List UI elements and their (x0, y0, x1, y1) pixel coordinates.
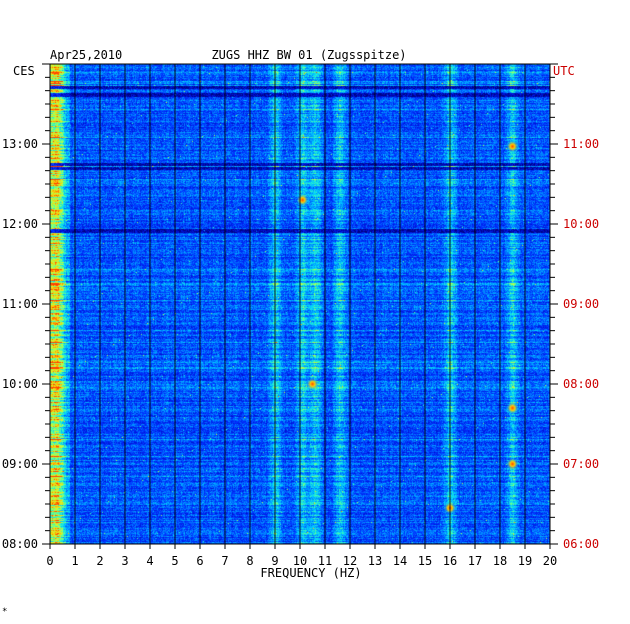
local-zone-label: CES (13, 64, 35, 78)
y-tick-label-local: 09:00 (2, 457, 38, 471)
y-tick-label-utc: 09:00 (563, 297, 599, 311)
x-tick-label: 1 (71, 554, 78, 568)
y-tick-label-utc: 10:00 (563, 217, 599, 231)
y-tick-label-utc: 06:00 (563, 537, 599, 551)
x-tick-label: 6 (196, 554, 203, 568)
x-tick-label: 12 (343, 554, 357, 568)
x-tick-label: 18 (493, 554, 507, 568)
x-tick-label: 7 (221, 554, 228, 568)
frequency-grid (74, 64, 526, 544)
y-tick-label-utc: 08:00 (563, 377, 599, 391)
y-tick-label-local: 13:00 (2, 137, 38, 151)
x-tick-label: 20 (543, 554, 557, 568)
y-tick-label-local: 12:00 (2, 217, 38, 231)
x-tick-label: 8 (246, 554, 253, 568)
station-title: ZUGS HHZ BW 01 (Zugsspitze) (211, 48, 406, 62)
corner-mark: * (2, 607, 7, 617)
x-tick-label: 5 (171, 554, 178, 568)
x-tick-label: 4 (146, 554, 153, 568)
y-tick-label-local: 11:00 (2, 297, 38, 311)
x-tick-label: 3 (121, 554, 128, 568)
date-label: Apr25,2010 (50, 48, 122, 62)
y-tick-label-utc: 11:00 (563, 137, 599, 151)
y-tick-label-local: 10:00 (2, 377, 38, 391)
y-tick-label-local: 08:00 (2, 537, 38, 551)
x-tick-label: 15 (418, 554, 432, 568)
x-tick-label: 19 (518, 554, 532, 568)
x-tick-label: 0 (46, 554, 53, 568)
x-tick-label: 13 (368, 554, 382, 568)
x-tick-label: 10 (293, 554, 307, 568)
utc-zone-label: UTC (553, 64, 575, 78)
x-tick-label: 2 (96, 554, 103, 568)
x-tick-label: 11 (318, 554, 332, 568)
x-tick-label: 17 (468, 554, 482, 568)
x-tick-label: 9 (271, 554, 278, 568)
x-axis-label: FREQUENCY (HZ) (260, 566, 361, 580)
x-tick-label: 16 (443, 554, 457, 568)
x-tick-label: 14 (393, 554, 407, 568)
y-tick-label-utc: 07:00 (563, 457, 599, 471)
